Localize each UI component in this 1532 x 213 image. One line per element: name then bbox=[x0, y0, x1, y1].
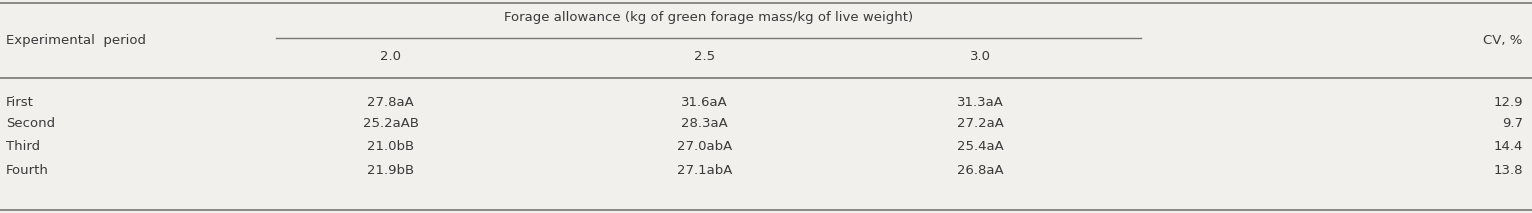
Text: 27.2aA: 27.2aA bbox=[958, 118, 1003, 131]
Text: 27.1abA: 27.1abA bbox=[677, 164, 732, 177]
Text: First: First bbox=[6, 95, 34, 108]
Text: 12.9: 12.9 bbox=[1494, 95, 1523, 108]
Text: Forage allowance (kg of green forage mass/kg of live weight): Forage allowance (kg of green forage mas… bbox=[504, 10, 913, 23]
Text: 13.8: 13.8 bbox=[1494, 164, 1523, 177]
Text: 25.2aAB: 25.2aAB bbox=[363, 118, 418, 131]
Text: 28.3aA: 28.3aA bbox=[682, 118, 728, 131]
Text: 31.6aA: 31.6aA bbox=[682, 95, 728, 108]
Text: CV, %: CV, % bbox=[1483, 34, 1523, 47]
Text: Experimental  period: Experimental period bbox=[6, 34, 146, 47]
Text: 21.0bB: 21.0bB bbox=[368, 141, 414, 154]
Text: Third: Third bbox=[6, 141, 40, 154]
Text: 31.3aA: 31.3aA bbox=[958, 95, 1003, 108]
Text: 14.4: 14.4 bbox=[1494, 141, 1523, 154]
Text: Second: Second bbox=[6, 118, 55, 131]
Text: 9.7: 9.7 bbox=[1501, 118, 1523, 131]
Text: 25.4aA: 25.4aA bbox=[958, 141, 1003, 154]
Text: Fourth: Fourth bbox=[6, 164, 49, 177]
Text: 21.9bB: 21.9bB bbox=[368, 164, 414, 177]
Text: 27.8aA: 27.8aA bbox=[368, 95, 414, 108]
Text: 26.8aA: 26.8aA bbox=[958, 164, 1003, 177]
Text: 2.5: 2.5 bbox=[694, 50, 715, 63]
Text: 2.0: 2.0 bbox=[380, 50, 401, 63]
Text: 3.0: 3.0 bbox=[970, 50, 991, 63]
Text: 27.0abA: 27.0abA bbox=[677, 141, 732, 154]
